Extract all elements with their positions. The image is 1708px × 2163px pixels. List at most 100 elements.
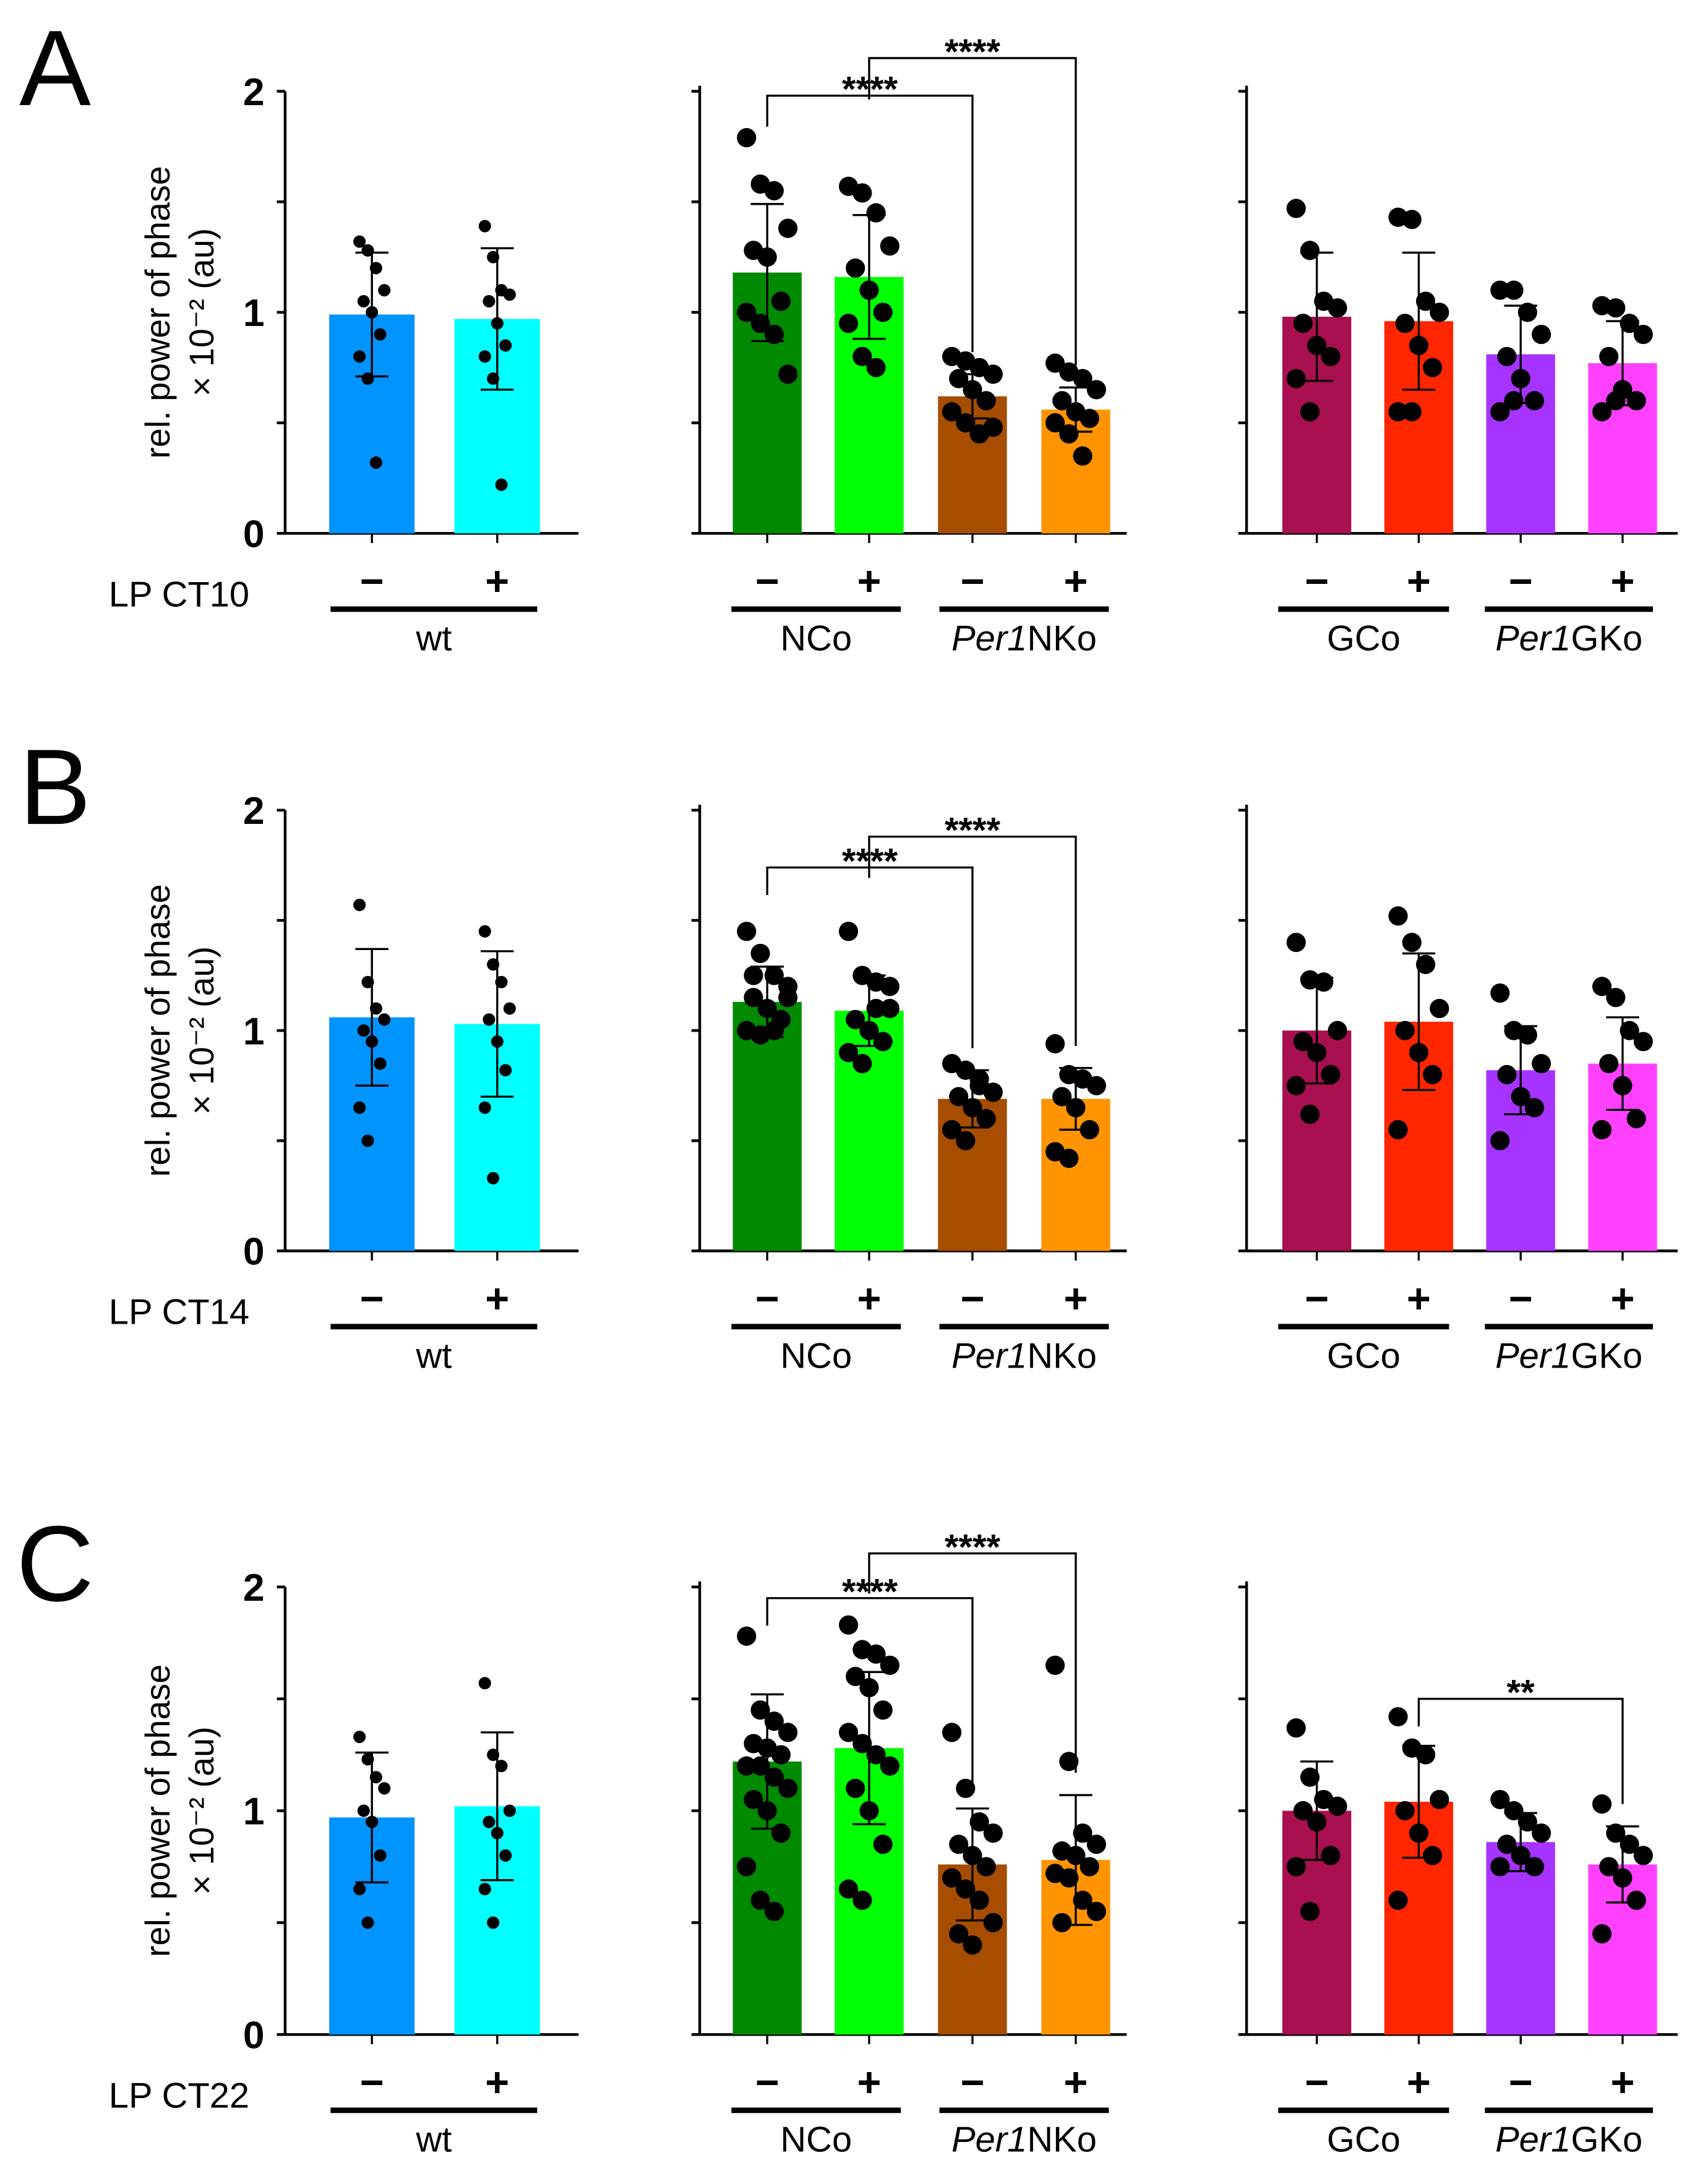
data-point bbox=[1423, 358, 1443, 377]
data-point bbox=[1592, 1120, 1612, 1140]
data-point bbox=[846, 1009, 865, 1029]
row-label: LP CT14 bbox=[109, 1292, 249, 1332]
data-point bbox=[1073, 1823, 1092, 1843]
data-point bbox=[499, 1064, 512, 1077]
data-point bbox=[866, 358, 886, 377]
data-point bbox=[949, 1924, 969, 1944]
significance-label: **** bbox=[945, 811, 1001, 850]
lp-sign: − bbox=[360, 559, 384, 605]
data-point bbox=[1599, 1857, 1619, 1877]
group-label-italic: Per1 bbox=[1495, 1337, 1571, 1376]
data-point bbox=[1286, 369, 1306, 388]
data-point bbox=[361, 1916, 374, 1929]
lp-sign: + bbox=[485, 2060, 509, 2106]
data-point bbox=[737, 128, 757, 148]
data-point bbox=[771, 291, 791, 311]
data-point bbox=[478, 350, 491, 363]
group-label: Per1NKo bbox=[951, 619, 1097, 659]
data-point bbox=[1079, 408, 1099, 429]
y-axis-label: rel. power of phase bbox=[139, 1664, 177, 1957]
data-point bbox=[1286, 933, 1306, 953]
group-label-text: GCo bbox=[1327, 619, 1401, 659]
lp-sign: − bbox=[960, 559, 984, 605]
data-point bbox=[956, 1131, 976, 1150]
data-point bbox=[1293, 314, 1313, 333]
y-axis-label-2: × 10⁻² (au) bbox=[182, 1726, 221, 1895]
y-tick-label: 1 bbox=[243, 1010, 265, 1053]
data-point bbox=[866, 998, 886, 1019]
lp-sign: − bbox=[1305, 559, 1329, 605]
significance-bracket bbox=[868, 835, 1077, 1047]
data-point bbox=[1415, 954, 1436, 974]
group-label: Per1GKo bbox=[1495, 619, 1642, 659]
lp-sign: + bbox=[1407, 559, 1431, 605]
data-point bbox=[1300, 1767, 1320, 1787]
data-point bbox=[1531, 1053, 1551, 1074]
bar bbox=[732, 1001, 802, 1251]
data-point bbox=[1059, 424, 1079, 444]
data-point bbox=[1395, 1801, 1415, 1821]
data-point bbox=[750, 1700, 770, 1720]
data-point bbox=[487, 1171, 500, 1184]
group-label-italic: Per1 bbox=[951, 619, 1027, 659]
data-point bbox=[1626, 1109, 1646, 1129]
y-tick-label: 1 bbox=[243, 1791, 265, 1833]
data-point bbox=[1430, 302, 1449, 322]
data-point bbox=[1497, 346, 1517, 366]
y-tick-label: 0 bbox=[243, 513, 265, 556]
data-point bbox=[1633, 1032, 1653, 1052]
data-point bbox=[1504, 1801, 1524, 1821]
data-point bbox=[764, 966, 784, 985]
data-point bbox=[839, 1723, 859, 1742]
data-point bbox=[949, 1835, 969, 1854]
data-point bbox=[1606, 1823, 1626, 1843]
data-point bbox=[839, 1615, 859, 1635]
data-point bbox=[1524, 1857, 1545, 1877]
group-label: wt bbox=[415, 1337, 452, 1376]
data-point bbox=[1599, 1053, 1619, 1074]
data-point bbox=[839, 1879, 859, 1899]
data-point bbox=[353, 350, 366, 363]
data-point bbox=[1086, 380, 1106, 400]
data-point bbox=[873, 1032, 893, 1052]
data-point bbox=[983, 418, 1003, 437]
data-point bbox=[1620, 1021, 1639, 1040]
data-point bbox=[1300, 241, 1320, 260]
data-point bbox=[963, 1935, 982, 1955]
data-point bbox=[969, 1812, 989, 1832]
data-point bbox=[1524, 391, 1545, 411]
data-point bbox=[1086, 1901, 1106, 1921]
data-point bbox=[1300, 402, 1320, 422]
data-point bbox=[1328, 1021, 1347, 1040]
data-point bbox=[852, 346, 872, 366]
data-point bbox=[873, 1700, 893, 1720]
data-point bbox=[1388, 1890, 1408, 1910]
data-point bbox=[374, 328, 387, 341]
data-point bbox=[353, 899, 366, 912]
data-point bbox=[852, 1734, 872, 1754]
data-point bbox=[483, 295, 496, 308]
data-point bbox=[1073, 446, 1092, 466]
data-point bbox=[1620, 314, 1639, 333]
data-point bbox=[1402, 210, 1422, 229]
data-point bbox=[1497, 1064, 1517, 1084]
data-point bbox=[866, 1644, 886, 1664]
data-point bbox=[778, 988, 798, 1008]
panel-letter: A bbox=[19, 8, 91, 128]
data-point bbox=[737, 922, 757, 941]
data-point bbox=[1490, 280, 1510, 300]
data-point bbox=[737, 1626, 757, 1646]
data-point bbox=[846, 1778, 865, 1798]
data-point bbox=[1300, 1104, 1320, 1124]
data-point bbox=[1592, 1794, 1612, 1814]
data-point bbox=[873, 302, 893, 322]
data-point bbox=[1490, 1857, 1510, 1877]
data-point bbox=[499, 339, 512, 352]
group-label-text: GKo bbox=[1571, 1337, 1642, 1376]
lp-sign: − bbox=[1509, 1277, 1533, 1322]
significance-label: ** bbox=[1507, 1673, 1535, 1712]
data-point bbox=[1073, 369, 1092, 388]
data-point bbox=[1052, 1912, 1072, 1932]
significance-bracket bbox=[868, 57, 1077, 366]
